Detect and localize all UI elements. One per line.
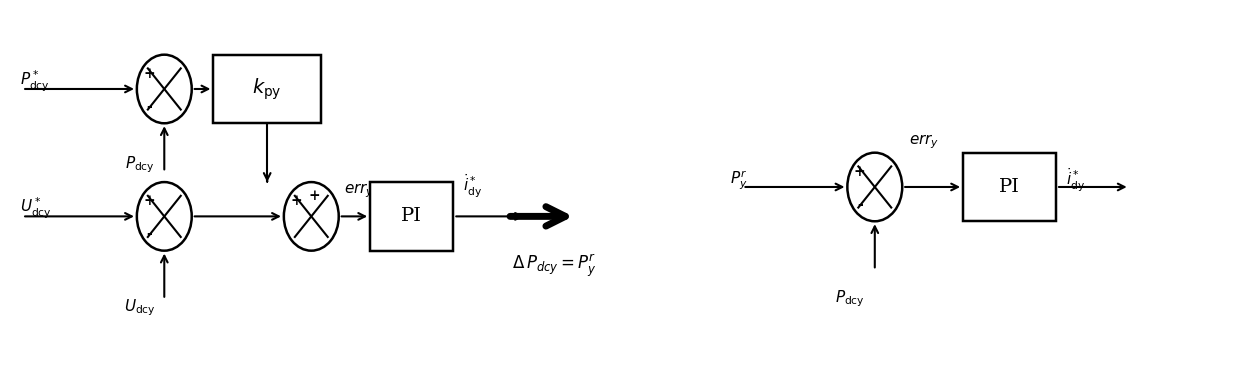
Text: $P^r_y$: $P^r_y$: [730, 168, 747, 192]
Bar: [213, 55, 321, 123]
Text: $P_{\rm dcy}$: $P_{\rm dcy}$: [835, 288, 865, 308]
Text: +: +: [144, 67, 155, 81]
Text: +: +: [309, 189, 320, 203]
Text: $P^*_{\rm dcy}$: $P^*_{\rm dcy}$: [20, 68, 50, 94]
Bar: [370, 182, 453, 251]
Text: PI: PI: [401, 207, 422, 225]
Text: $err_y$: $err_y$: [909, 132, 939, 151]
Text: -: -: [857, 198, 862, 212]
Text: -: -: [146, 100, 152, 114]
Text: $\it{\dot{i}}^*_{\rm dy}$: $\it{\dot{i}}^*_{\rm dy}$: [1066, 166, 1085, 194]
Text: +: +: [144, 194, 155, 208]
Text: +: +: [290, 194, 302, 208]
Text: $U^*_{\rm dcy}$: $U^*_{\rm dcy}$: [20, 196, 52, 221]
Text: PI: PI: [999, 178, 1020, 196]
Text: $\it{\dot{i}}^*_{\rm dy}$: $\it{\dot{i}}^*_{\rm dy}$: [463, 172, 482, 200]
Bar: [963, 153, 1056, 221]
Text: $\Delta\, P_{dcy}=P^r_y$: $\Delta\, P_{dcy}=P^r_y$: [512, 252, 597, 279]
Text: $err_y$: $err_y$: [343, 181, 374, 200]
Text: $k_{\rm py}$: $k_{\rm py}$: [253, 76, 282, 102]
Text: $P_{\rm dcy}$: $P_{\rm dcy}$: [125, 155, 155, 175]
Text: +: +: [854, 165, 866, 179]
Text: -: -: [146, 227, 152, 241]
Text: $U_{\rm dcy}$: $U_{\rm dcy}$: [124, 298, 156, 318]
